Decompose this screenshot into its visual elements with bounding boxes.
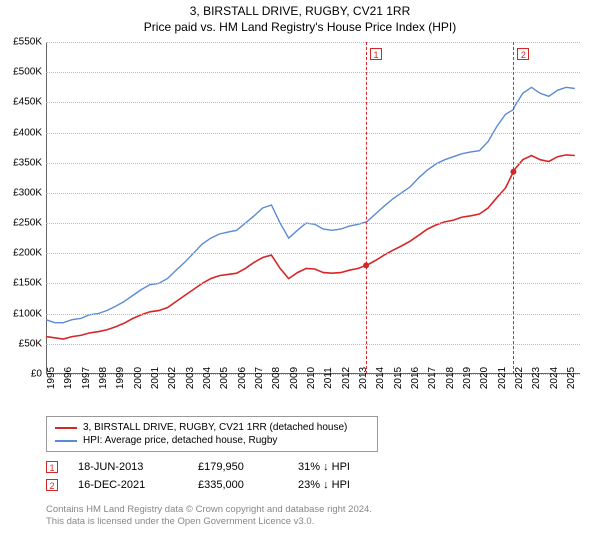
x-tick-label: 2019 xyxy=(462,367,473,389)
y-tick-label: £500K xyxy=(13,67,42,78)
transaction-row: 2 16-DEC-2021£335,00023% ↓ HPI xyxy=(46,476,388,494)
transaction-date: 16-DEC-2021 xyxy=(78,479,198,491)
x-tick-label: 2004 xyxy=(202,367,213,389)
x-tick-label: 2003 xyxy=(185,367,196,389)
chart-subtitle: Price paid vs. HM Land Registry's House … xyxy=(0,18,600,34)
x-tick-label: 1999 xyxy=(115,367,126,389)
x-tick-label: 2010 xyxy=(306,367,317,389)
x-tick-label: 2001 xyxy=(150,367,161,389)
grid-line xyxy=(46,133,580,134)
transactions-table: 1 18-JUN-2013£179,95031% ↓ HPI 2 16-DEC-202… xyxy=(46,458,388,494)
x-tick-label: 2014 xyxy=(375,367,386,389)
chart-title: 3, BIRSTALL DRIVE, RUGBY, CV21 1RR xyxy=(0,0,600,18)
grid-line xyxy=(46,283,580,284)
y-tick-label: £450K xyxy=(13,97,42,108)
x-tick-label: 2017 xyxy=(427,367,438,389)
y-tick-label: £200K xyxy=(13,248,42,259)
y-tick-label: £250K xyxy=(13,218,42,229)
x-tick-label: 2006 xyxy=(237,367,248,389)
x-tick-label: 2024 xyxy=(549,367,560,389)
footer-attribution: Contains HM Land Registry data © Crown c… xyxy=(46,504,372,529)
series-hpi xyxy=(46,87,575,322)
chart-container: 3, BIRSTALL DRIVE, RUGBY, CV21 1RR Price… xyxy=(0,0,600,560)
x-tick-label: 1995 xyxy=(46,367,57,389)
x-tick-label: 2000 xyxy=(133,367,144,389)
line-plot-svg xyxy=(46,42,580,374)
legend-swatch xyxy=(55,427,77,429)
x-tick-label: 1996 xyxy=(63,367,74,389)
x-tick-label: 2007 xyxy=(254,367,265,389)
x-tick-label: 2011 xyxy=(323,367,334,389)
transaction-index-badge: 1 xyxy=(46,461,58,473)
x-tick-label: 2016 xyxy=(410,367,421,389)
y-tick-label: £50K xyxy=(19,338,42,349)
x-tick-label: 2025 xyxy=(566,367,577,389)
grid-line xyxy=(46,314,580,315)
plot-area: £0£50K£100K£150K£200K£250K£300K£350K£400… xyxy=(46,42,580,374)
transaction-price: £335,000 xyxy=(198,479,298,491)
y-tick-label: £550K xyxy=(13,37,42,48)
legend: 3, BIRSTALL DRIVE, RUGBY, CV21 1RR (deta… xyxy=(46,416,378,452)
transaction-row: 1 18-JUN-2013£179,95031% ↓ HPI xyxy=(46,458,388,476)
transaction-comparison: 31% ↓ HPI xyxy=(298,461,388,473)
x-tick-label: 2012 xyxy=(341,367,352,389)
x-tick-label: 2008 xyxy=(271,367,282,389)
transaction-marker-line xyxy=(366,42,367,374)
grid-line xyxy=(46,42,580,43)
grid-line xyxy=(46,193,580,194)
legend-swatch xyxy=(55,440,77,442)
transaction-date: 18-JUN-2013 xyxy=(78,461,198,473)
x-tick-label: 2015 xyxy=(393,367,404,389)
footer-line-1: Contains HM Land Registry data © Crown c… xyxy=(46,504,372,516)
x-tick-label: 2009 xyxy=(289,367,300,389)
transaction-marker-badge: 1 xyxy=(370,48,382,60)
transaction-price: £179,950 xyxy=(198,461,298,473)
grid-line xyxy=(46,253,580,254)
x-tick-label: 2020 xyxy=(479,367,490,389)
legend-item: 3, BIRSTALL DRIVE, RUGBY, CV21 1RR (deta… xyxy=(55,421,369,434)
x-tick-label: 2023 xyxy=(531,367,542,389)
x-tick-label: 1998 xyxy=(98,367,109,389)
legend-label: HPI: Average price, detached house, Rugb… xyxy=(83,435,277,446)
x-tick-label: 2002 xyxy=(167,367,178,389)
y-tick-label: £0 xyxy=(31,369,42,380)
y-tick-label: £350K xyxy=(13,157,42,168)
y-tick-label: £300K xyxy=(13,187,42,198)
grid-line xyxy=(46,223,580,224)
series-price_paid xyxy=(46,155,575,339)
grid-line xyxy=(46,72,580,73)
grid-line xyxy=(46,102,580,103)
transaction-marker-line xyxy=(513,42,514,374)
grid-line xyxy=(46,344,580,345)
y-tick-label: £400K xyxy=(13,127,42,138)
x-tick-label: 2021 xyxy=(497,367,508,389)
y-tick-label: £150K xyxy=(13,278,42,289)
grid-line xyxy=(46,163,580,164)
legend-label: 3, BIRSTALL DRIVE, RUGBY, CV21 1RR (deta… xyxy=(83,422,347,433)
x-tick-label: 2022 xyxy=(514,367,525,389)
transaction-comparison: 23% ↓ HPI xyxy=(298,479,388,491)
y-tick-label: £100K xyxy=(13,308,42,319)
legend-item: HPI: Average price, detached house, Rugb… xyxy=(55,434,369,447)
transaction-index-badge: 2 xyxy=(46,479,58,491)
x-tick-label: 2018 xyxy=(445,367,456,389)
x-tick-label: 2013 xyxy=(358,367,369,389)
transaction-marker-badge: 2 xyxy=(517,48,529,60)
x-tick-label: 1997 xyxy=(81,367,92,389)
x-tick-label: 2005 xyxy=(219,367,230,389)
footer-line-2: This data is licensed under the Open Gov… xyxy=(46,516,372,528)
